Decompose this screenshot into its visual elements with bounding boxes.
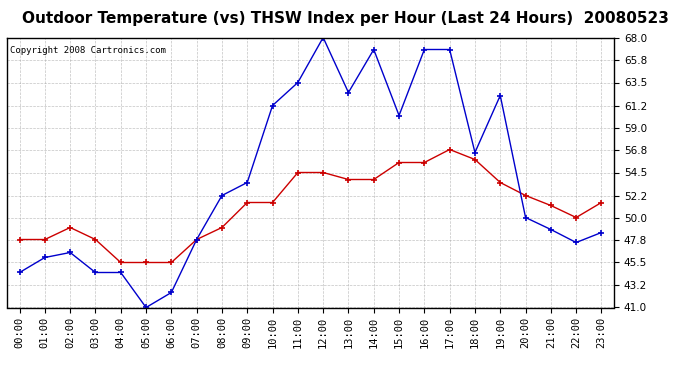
Text: Copyright 2008 Cartronics.com: Copyright 2008 Cartronics.com: [10, 46, 166, 55]
Text: Outdoor Temperature (vs) THSW Index per Hour (Last 24 Hours)  20080523: Outdoor Temperature (vs) THSW Index per …: [21, 11, 669, 26]
